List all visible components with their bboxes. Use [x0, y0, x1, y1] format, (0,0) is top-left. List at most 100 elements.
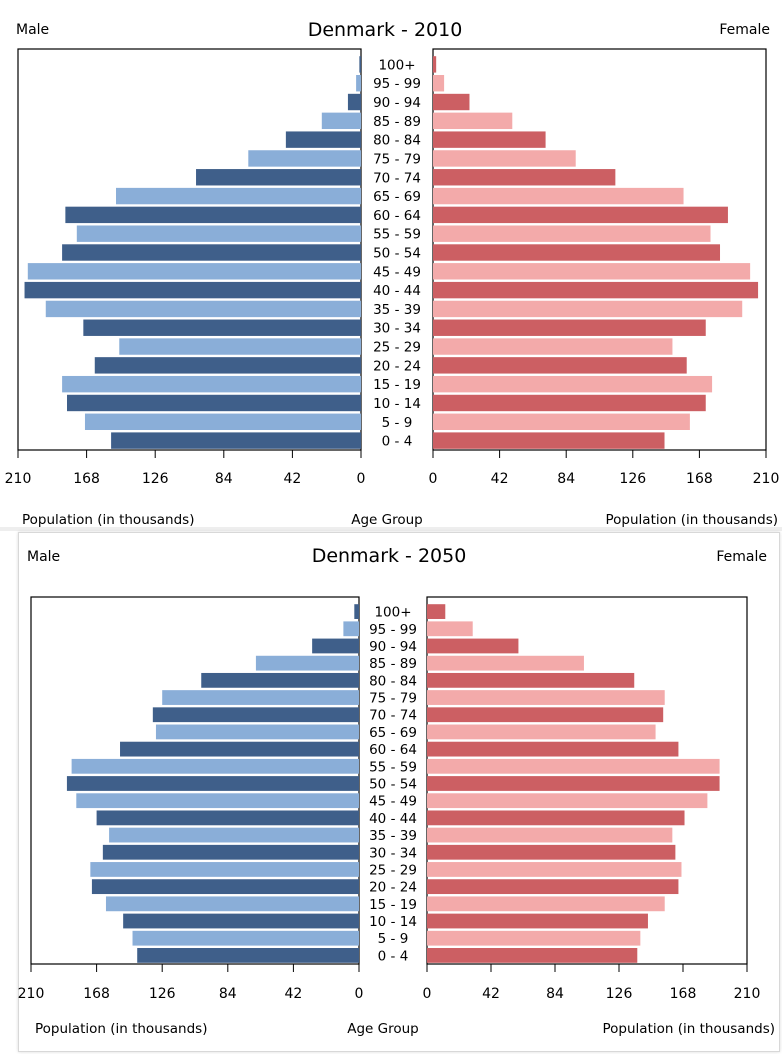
male-bar	[343, 621, 359, 637]
male-bar	[137, 948, 359, 963]
age-group-label: 5 - 9	[378, 931, 409, 947]
center-axis-label: Age Group	[347, 1021, 419, 1037]
x-tick-label: 42	[482, 986, 500, 1002]
x-tick-label: 42	[491, 471, 509, 487]
x-tick-label: 84	[546, 986, 564, 1002]
age-group-label: 0 - 4	[382, 434, 413, 450]
female-bar	[427, 672, 635, 688]
age-group-label: 90 - 94	[369, 639, 417, 655]
male-bar	[132, 930, 359, 946]
female-bar	[433, 206, 728, 224]
female-bar	[427, 655, 584, 671]
male-bar	[201, 672, 359, 688]
female-bar	[427, 862, 682, 877]
male-bar	[45, 300, 362, 318]
male-bar	[105, 896, 359, 912]
male-label: Male	[16, 22, 49, 38]
male-label: Male	[27, 549, 60, 565]
pyramid-chart-2010: Denmark - 2010 Male Female 100+ 95 - 99 90 - …	[5, 6, 782, 528]
x-tick-label: 84	[557, 471, 575, 487]
age-group-label: 15 - 19	[373, 377, 421, 393]
age-group-label: 70 - 74	[373, 170, 421, 186]
age-group-label: 5 - 9	[382, 415, 413, 431]
x-tick-label: 84	[215, 471, 233, 487]
age-group-label: 60 - 64	[369, 742, 417, 758]
age-group-label: 65 - 69	[369, 725, 417, 741]
male-bar	[96, 810, 359, 826]
female-bar	[433, 300, 743, 318]
female-bar	[427, 707, 664, 723]
female-bar	[433, 413, 690, 430]
female-bar	[427, 827, 673, 843]
age-group-label: 95 - 99	[369, 622, 417, 638]
center-axis-label: Age Group	[351, 512, 423, 528]
female-bar	[433, 225, 711, 242]
female-bar	[433, 75, 445, 92]
female-bar	[433, 357, 687, 374]
male-bar	[116, 187, 361, 205]
male-bar	[62, 375, 361, 393]
male-bar	[24, 281, 362, 299]
female-bar	[433, 56, 437, 73]
age-group-label: 10 - 14	[373, 396, 421, 412]
male-bar	[120, 741, 360, 757]
female-bar	[427, 604, 446, 619]
x-tick-label: 168	[686, 471, 713, 487]
female-bar	[427, 879, 679, 895]
male-bar	[347, 93, 361, 111]
female-bar	[433, 338, 673, 355]
x-tick-label: 0	[355, 986, 364, 1002]
age-group-label: 20 - 24	[369, 880, 417, 896]
female-bar	[433, 432, 665, 449]
male-bar	[354, 604, 359, 619]
male-bar	[196, 169, 361, 186]
age-group-label: 15 - 19	[369, 897, 417, 913]
female-bar	[433, 244, 721, 261]
male-bar	[66, 776, 359, 791]
x-tick-label: 210	[753, 471, 780, 487]
male-bar	[255, 655, 359, 671]
x-tick-label: 126	[606, 986, 633, 1002]
female-bar	[427, 948, 638, 963]
male-bar	[76, 793, 360, 809]
x-tick-label: 210	[5, 471, 32, 487]
x-tick-label: 126	[142, 471, 169, 487]
age-group-label: 30 - 34	[369, 845, 417, 861]
age-group-label: 70 - 74	[369, 708, 417, 724]
female-bar	[433, 169, 616, 186]
female-bar	[433, 263, 751, 280]
female-bar	[427, 724, 656, 740]
male-bar	[285, 131, 361, 148]
chart-title: Denmark - 2010	[308, 19, 463, 41]
x-tick-label: 168	[83, 986, 110, 1002]
age-group-label: 75 - 79	[369, 691, 417, 707]
female-bar	[427, 930, 641, 946]
x-tick-label: 0	[429, 471, 438, 487]
female-bar	[427, 810, 685, 826]
female-bar	[433, 375, 713, 393]
age-group-label: 50 - 54	[373, 246, 421, 262]
female-bar	[427, 896, 665, 912]
age-group-label: 50 - 54	[369, 777, 417, 793]
female-label: Female	[719, 22, 770, 38]
male-bar	[119, 338, 362, 355]
male-bar	[83, 319, 361, 336]
male-bar	[312, 638, 359, 654]
panel-divider	[0, 527, 782, 531]
male-bar	[91, 879, 360, 895]
female-axis-label: Population (in thousands)	[606, 512, 778, 528]
male-bar	[65, 206, 361, 224]
female-bar	[433, 394, 706, 412]
age-group-label: 95 - 99	[373, 76, 421, 92]
age-group-label: 25 - 29	[373, 340, 421, 356]
male-bar	[123, 913, 360, 929]
male-axis-label: Population (in thousands)	[35, 1021, 207, 1037]
male-bar	[155, 724, 359, 740]
female-bar	[433, 150, 576, 167]
female-bar	[433, 187, 684, 205]
male-bar	[27, 263, 362, 280]
age-group-label: 20 - 24	[373, 358, 421, 374]
male-bar	[359, 56, 361, 73]
female-bar	[427, 758, 720, 774]
